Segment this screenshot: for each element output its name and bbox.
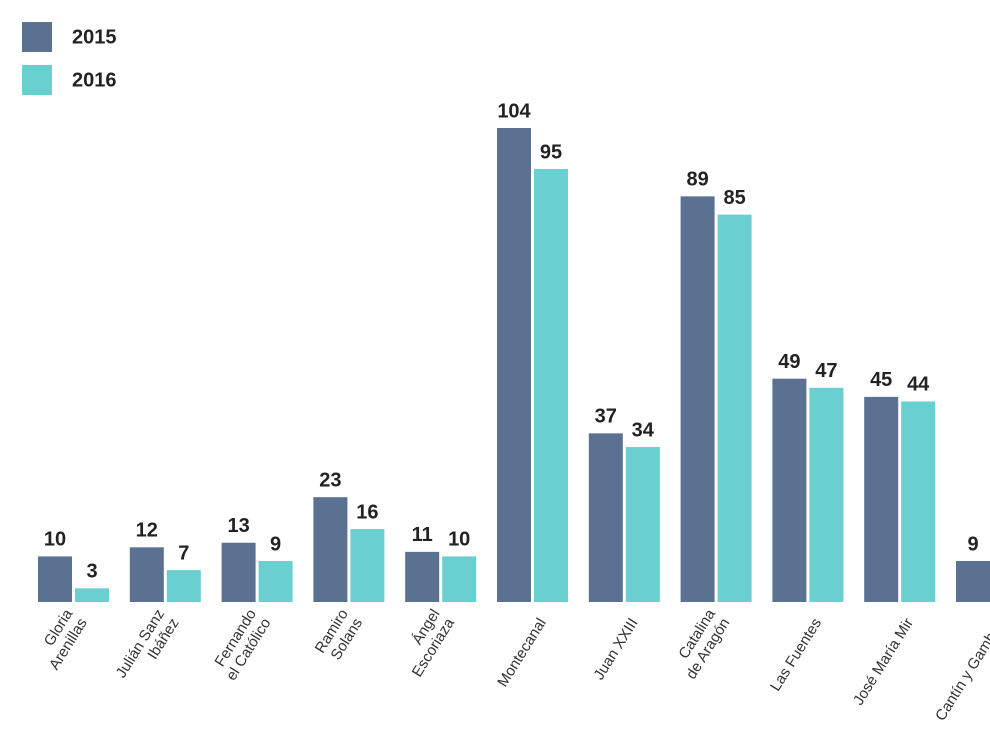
bar [166, 570, 201, 602]
bar [864, 396, 899, 602]
value-label: 23 [319, 469, 341, 491]
value-label: 3 [86, 561, 97, 583]
x-tick-label: RamiroSolans [312, 606, 366, 665]
bar [901, 401, 936, 602]
bar [772, 378, 807, 602]
value-label: 7 [178, 542, 189, 564]
bar [717, 214, 752, 602]
bar [405, 551, 440, 602]
value-label: 12 [136, 520, 158, 542]
value-label: 44 [907, 374, 930, 396]
value-label: 9 [270, 533, 281, 555]
x-tick-label: Julián SanzIbáñez [113, 606, 183, 690]
legend-swatch [22, 65, 52, 95]
x-tick-label: Las Fuentes [767, 615, 825, 694]
x-tick-label: ÁngelEscoriaza [394, 606, 458, 680]
bar [129, 547, 164, 602]
value-label: 104 [497, 100, 531, 122]
value-label: 85 [723, 187, 745, 209]
value-label: 34 [632, 419, 655, 441]
value-label: 16 [356, 501, 378, 523]
bar [809, 387, 844, 602]
legend-swatch [22, 22, 52, 52]
x-tick-label: Cantín y Gamboa [932, 615, 990, 724]
x-tick-label: José María Mir [850, 615, 917, 708]
bar [258, 560, 293, 602]
bar [350, 529, 385, 602]
x-tick-label: Montecanal [494, 615, 550, 690]
value-label: 37 [595, 406, 617, 428]
bar [588, 433, 623, 602]
x-tick-label: Catalinade Aragón [668, 606, 733, 683]
bar [313, 497, 348, 602]
bar [38, 556, 72, 602]
bar [75, 588, 109, 602]
bar [442, 556, 477, 602]
value-label: 10 [448, 529, 470, 551]
bar [534, 169, 568, 602]
value-label: 9 [967, 533, 978, 555]
bar [221, 542, 256, 602]
x-tick-label: Fernandoel Católico [208, 606, 274, 683]
value-label: 47 [815, 360, 837, 382]
value-label: 49 [778, 351, 800, 373]
bar [956, 560, 990, 602]
x-tick-label: GloriaArenillas [31, 606, 91, 673]
legend-label: 2015 [72, 26, 117, 48]
legend-label: 2016 [72, 69, 117, 91]
value-label: 11 [412, 524, 433, 546]
bar [497, 128, 531, 602]
value-label: 13 [227, 515, 249, 537]
value-label: 89 [686, 169, 708, 191]
value-label: 10 [44, 529, 66, 551]
value-label: 95 [540, 141, 562, 163]
bar [625, 447, 660, 602]
value-label: 45 [870, 369, 892, 391]
x-tick-label: Juan XXIII [590, 615, 641, 683]
bar [680, 196, 715, 602]
